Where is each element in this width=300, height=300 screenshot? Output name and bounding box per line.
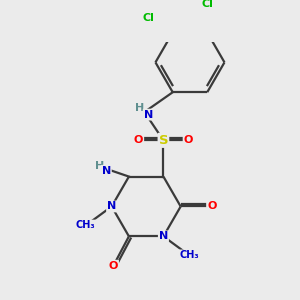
- Text: N: N: [107, 202, 116, 212]
- Text: O: O: [184, 135, 193, 145]
- Text: O: O: [134, 135, 143, 145]
- Text: O: O: [109, 261, 118, 271]
- Text: O: O: [207, 202, 216, 212]
- Text: S: S: [159, 134, 168, 147]
- Text: N: N: [159, 231, 168, 242]
- Text: Cl: Cl: [142, 13, 154, 23]
- Text: H: H: [95, 160, 104, 171]
- Text: N: N: [102, 166, 111, 176]
- Text: H: H: [135, 103, 144, 113]
- Text: Cl: Cl: [201, 0, 213, 9]
- Text: N: N: [144, 110, 153, 120]
- Text: CH₃: CH₃: [76, 220, 96, 230]
- Text: CH₃: CH₃: [179, 250, 199, 260]
